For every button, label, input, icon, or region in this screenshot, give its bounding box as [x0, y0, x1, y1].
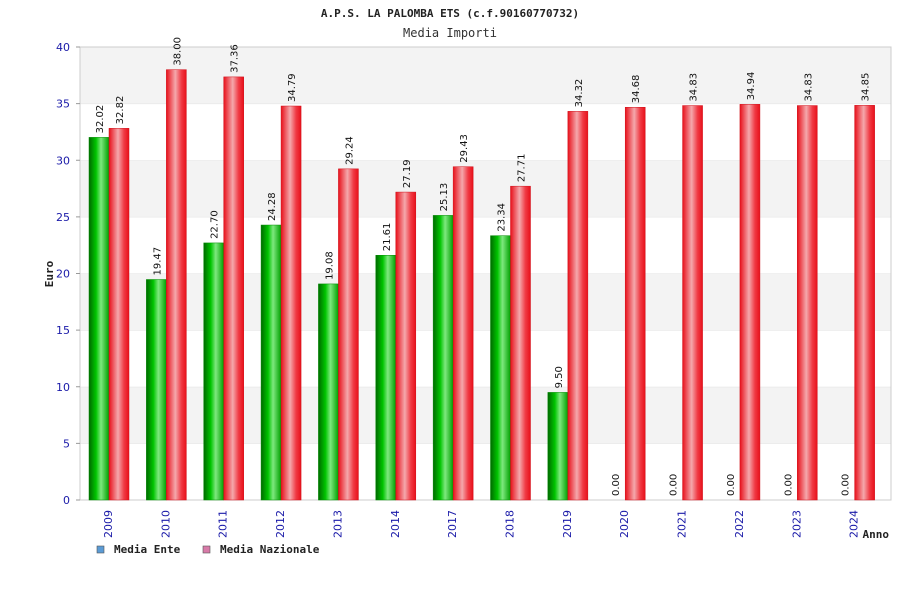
- grid-band: [80, 273, 891, 331]
- bar-media-nazionale: [510, 185, 531, 501]
- x-tick-label: 2010: [159, 510, 172, 538]
- grid-band: [80, 330, 891, 387]
- data-label: 32.82: [115, 96, 126, 125]
- y-tick-label: 20: [56, 268, 70, 281]
- y-tick-label: 25: [56, 211, 70, 224]
- bar-media-nazionale: [567, 111, 589, 501]
- y-tick-label: 0: [63, 494, 70, 507]
- bar-media-nazionale: [280, 105, 302, 501]
- grid-band: [80, 47, 891, 104]
- bar-media-ente: [547, 392, 569, 501]
- legend-label-media-nazionale: Media Nazionale: [220, 543, 320, 556]
- y-axis-ticks: 0 5 10 15 20 25 30 35 40: [56, 41, 80, 507]
- bars: [88, 69, 875, 501]
- data-label: 0.00: [669, 474, 680, 496]
- data-label: 34.68: [631, 75, 642, 104]
- data-label: 27.71: [517, 154, 528, 183]
- x-tick-label: 2024: [848, 510, 861, 538]
- chart-title: A.P.S. LA PALOMBA ETS (c.f.90160770732): [321, 7, 579, 20]
- bar-media-ente: [203, 242, 224, 501]
- data-label: 19.08: [324, 251, 335, 280]
- data-label: 19.47: [152, 247, 163, 276]
- y-tick-label: 30: [56, 154, 70, 167]
- grid-band: [80, 160, 891, 217]
- data-label: 9.50: [554, 366, 565, 388]
- chart-subtitle: Media Importi: [403, 26, 497, 40]
- data-label: 22.70: [210, 210, 221, 239]
- bar-media-ente: [318, 283, 339, 501]
- bar-media-nazionale: [166, 69, 187, 501]
- bar-media-ente: [432, 215, 454, 501]
- grid-band: [80, 103, 891, 161]
- bar-media-nazionale: [854, 105, 875, 501]
- x-axis-label: Anno: [863, 528, 890, 541]
- y-tick-label: 40: [56, 41, 70, 54]
- x-tick-label: 2023: [790, 510, 803, 538]
- bar-media-ente: [260, 224, 282, 501]
- legend: Media Ente Media Nazionale: [96, 543, 320, 556]
- legend-swatch-media-ente: [96, 545, 105, 554]
- data-labels: 32.02 32.82 19.47 38.00 22.70 37.36 24.28 34.79…: [95, 37, 872, 496]
- data-label: 29.43: [459, 134, 470, 163]
- y-tick-label: 10: [56, 381, 70, 394]
- data-label: 0.00: [841, 474, 852, 496]
- data-label: 38.00: [172, 37, 183, 66]
- data-label: 29.24: [344, 136, 355, 165]
- data-label: 34.83: [689, 73, 700, 102]
- x-tick-label: 2020: [618, 510, 631, 538]
- y-tick-label: 15: [56, 324, 70, 337]
- x-tick-label: 2011: [217, 510, 230, 538]
- data-label: 0.00: [726, 474, 737, 496]
- data-label: 24.28: [267, 192, 278, 221]
- y-axis-label: Euro: [43, 260, 56, 287]
- bar-media-nazionale: [108, 128, 130, 501]
- bar-media-nazionale: [452, 166, 474, 501]
- data-label: 0.00: [611, 474, 622, 496]
- x-tick-label: 2013: [331, 510, 344, 538]
- x-tick-label: 2017: [446, 510, 459, 538]
- grid-band: [80, 386, 891, 444]
- data-label: 34.85: [861, 73, 872, 102]
- bar-media-nazionale: [739, 104, 761, 501]
- data-label: 37.36: [230, 44, 241, 73]
- x-tick-label: 2009: [102, 510, 115, 538]
- data-label: 21.61: [382, 223, 393, 252]
- bar-media-nazionale: [223, 76, 244, 501]
- x-tick-label: 2021: [676, 510, 689, 538]
- bar-media-ente: [88, 137, 110, 501]
- data-label: 0.00: [783, 474, 794, 496]
- data-label: 32.02: [95, 105, 106, 134]
- bar-media-ente: [375, 255, 397, 501]
- x-tick-label: 2012: [274, 510, 287, 538]
- y-tick-label: 5: [63, 437, 70, 450]
- grid-bands: [80, 46, 891, 500]
- data-label: 34.32: [574, 79, 585, 108]
- x-tick-label: 2018: [504, 510, 517, 538]
- data-label: 25.13: [439, 183, 450, 212]
- data-label: 23.34: [497, 203, 508, 232]
- legend-label-media-ente: Media Ente: [114, 543, 181, 556]
- bar-media-ente: [146, 279, 167, 501]
- grid-band: [80, 216, 891, 274]
- y-tick-label: 35: [56, 98, 70, 111]
- bar-media-ente: [490, 235, 511, 501]
- bar-media-nazionale: [624, 106, 646, 501]
- x-tick-label: 2014: [389, 510, 402, 538]
- bar-media-nazionale: [682, 105, 703, 501]
- bar-media-nazionale: [338, 168, 359, 501]
- grid-band: [80, 443, 891, 500]
- data-label: 34.83: [803, 73, 814, 102]
- data-label: 27.19: [402, 159, 413, 188]
- x-tick-label: 2022: [733, 510, 746, 538]
- data-label: 34.94: [746, 72, 757, 101]
- bar-media-nazionale: [797, 105, 818, 501]
- x-tick-label: 2019: [561, 510, 574, 538]
- legend-swatch-media-nazionale: [202, 545, 211, 554]
- bar-media-nazionale: [395, 191, 417, 501]
- data-label: 34.79: [287, 73, 298, 102]
- x-axis-ticks: 2009 2010 2011 2012 2013 2014 2017 2018 2019 2020…: [102, 510, 861, 538]
